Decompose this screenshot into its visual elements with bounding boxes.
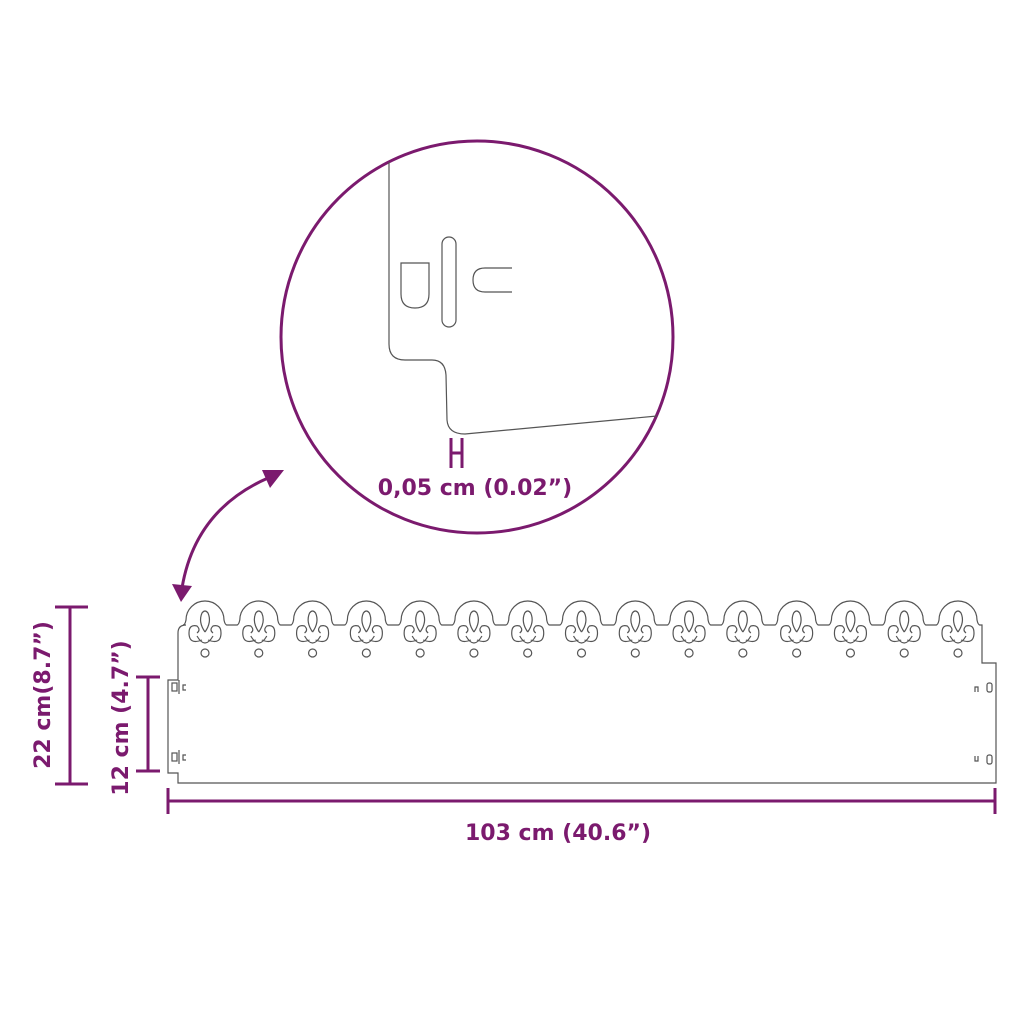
long-slot [441, 236, 457, 328]
right-fasteners [974, 682, 993, 765]
panel-outline [167, 600, 997, 784]
fleur-de-lis-ornament [941, 610, 975, 658]
fleur-de-lis-ornament [188, 610, 222, 658]
fleur-de-lis-ornament [887, 610, 921, 658]
fleur-de-lis-ornament [457, 610, 491, 658]
height-label: 22 cm(8.7”) [31, 621, 56, 769]
fleur-de-lis-ornament [295, 610, 330, 658]
fleur-de-lis-ornament [780, 610, 814, 658]
d-slot [400, 262, 430, 309]
inner-height-label: 12 cm (4.7”) [109, 640, 134, 795]
magnifier-circle [279, 139, 675, 535]
fleur-de-lis-ornament [618, 610, 652, 658]
width-dimension: 103 cm (40.6”) [166, 788, 997, 846]
panel-edge-detail [388, 162, 658, 435]
u-hook [472, 267, 512, 293]
height-dimension: 22 cm(8.7”) [31, 605, 88, 786]
detail-magnifier: 0,05 cm (0.02”) [279, 139, 675, 535]
fleur-de-lis-ornament [672, 610, 706, 658]
inner-height-dimension: 12 cm (4.7”) [109, 640, 160, 796]
fleur-de-lis-ornament [511, 610, 545, 658]
thickness-label: 0,05 cm (0.02”) [378, 476, 572, 501]
fleur-de-lis-ornament [726, 610, 760, 658]
thickness-marker [449, 438, 464, 468]
border-panel [167, 600, 997, 784]
fleur-de-lis-ornament [242, 610, 276, 658]
width-label: 103 cm (40.6”) [465, 821, 651, 846]
fleur-de-lis-ornament [564, 610, 599, 658]
fleur-de-lis-ornament [833, 610, 868, 658]
fleur-de-lis-ornament [349, 610, 383, 658]
left-fasteners [171, 680, 186, 764]
double-arrow [172, 470, 284, 602]
fleur-de-lis-ornament [403, 610, 437, 658]
